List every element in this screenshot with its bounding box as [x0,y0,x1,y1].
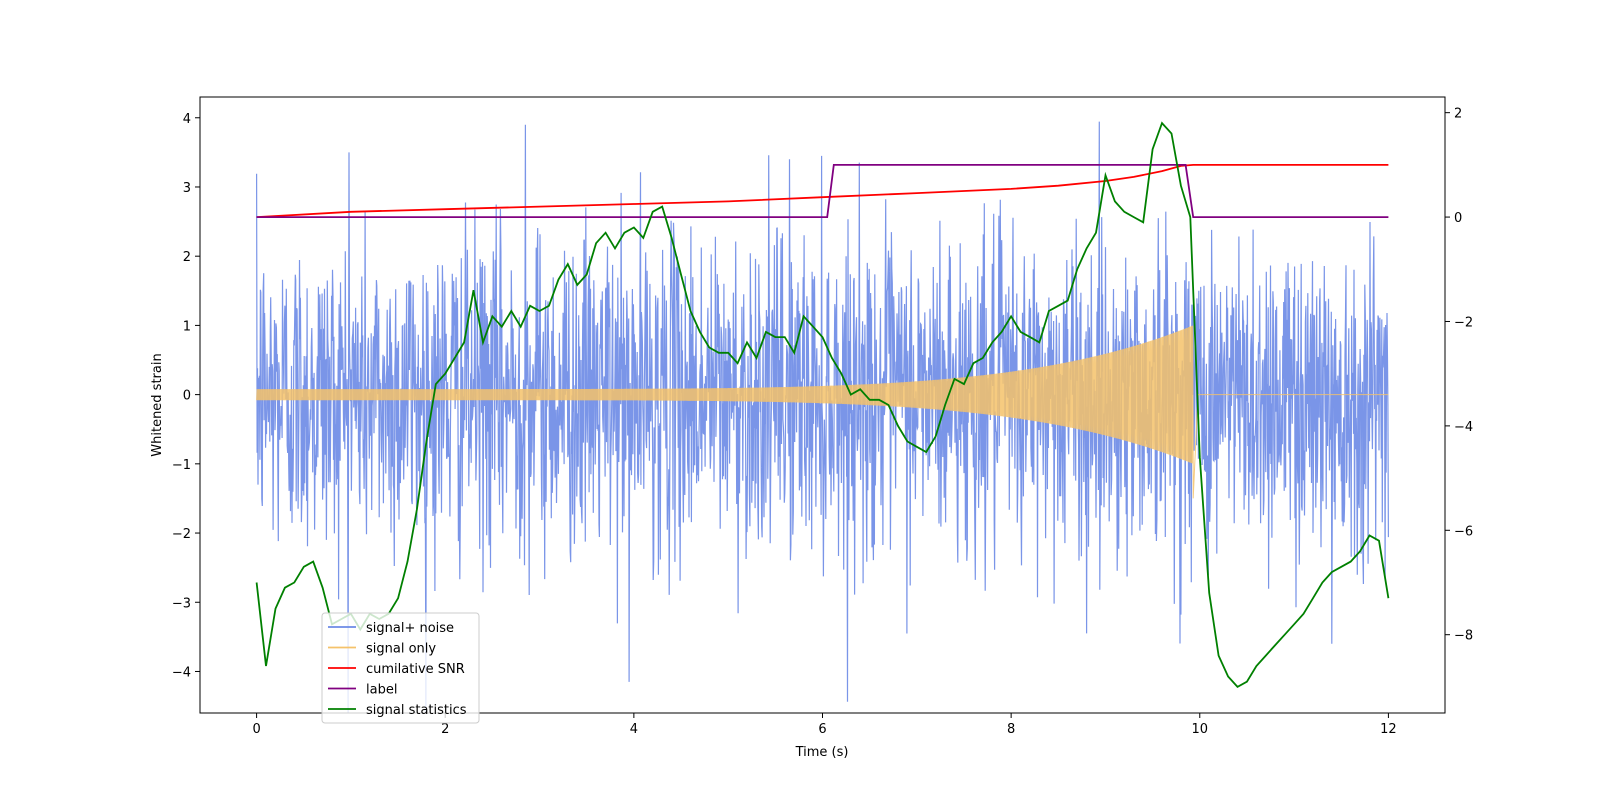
legend-label-signal-noise: signal+ noise [366,621,454,636]
y-axis-right: −8 −6 −4 −2 0 2 [1445,107,1473,644]
y2-tick-label: −6 [1454,524,1473,539]
y-tick-label: −3 [172,596,191,611]
y2-tick-label: −8 [1454,629,1473,644]
y2-tick-label: 2 [1454,107,1462,122]
x-tick-label: 10 [1191,722,1208,737]
x-tick-label: 0 [252,722,260,737]
y-tick-label: 2 [183,250,191,265]
series-label [256,164,1389,218]
y-tick-label: 4 [183,112,191,127]
x-tick-label: 6 [818,722,826,737]
y2-tick-label: −2 [1454,315,1473,330]
legend-entries: signal+ noise signal only cumilative SNR la… [328,621,467,718]
y-tick-label: −1 [172,458,191,473]
x-tick-label: 2 [441,722,449,737]
series-signal-statistics [255,121,1390,689]
legend-label-label: label [366,683,397,698]
y-tick-label: −4 [172,665,191,680]
legend-label-signal-only: signal only [366,642,436,657]
y-tick-label: −2 [172,527,191,542]
y-axis-left: −4 −3 −2 −1 0 1 2 3 4 [172,112,200,680]
x-axis-label: Time (s) [795,745,849,760]
legend-label-cumilative-snr: cumilative SNR [366,662,465,677]
plot-series [255,121,1390,713]
legend-label-signal-statistics: signal statistics [366,703,467,718]
series-cumilative-snr [256,164,1389,218]
x-tick-label: 12 [1380,722,1397,737]
legend: signal+ noise signal only cumilative SNR la… [321,612,480,724]
series-layer [255,121,1390,713]
y-tick-label: 0 [183,389,191,404]
series-signal-only [256,325,1389,499]
y-tick-label: 1 [183,319,191,334]
series-signal-noise [256,121,1389,713]
x-tick-label: 8 [1007,722,1015,737]
y-axis-label: Whitened strain [150,353,165,456]
x-tick-label: 4 [630,722,638,737]
y2-tick-label: 0 [1454,211,1462,226]
legend-box [321,612,480,724]
y-tick-label: 3 [183,181,191,196]
y2-tick-label: −4 [1454,420,1473,435]
